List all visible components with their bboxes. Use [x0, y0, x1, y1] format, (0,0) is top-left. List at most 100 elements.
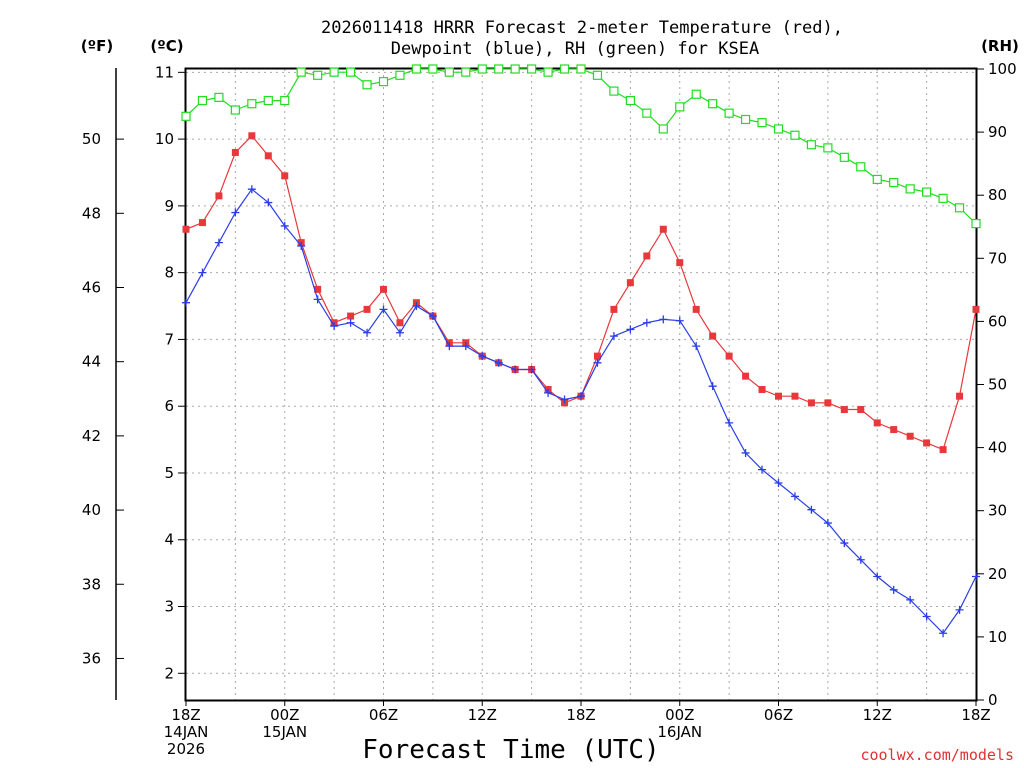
- temperature-point: [758, 386, 766, 394]
- rh-point: [494, 64, 504, 74]
- temperature-point: [857, 406, 865, 414]
- temperature-point: [676, 259, 684, 267]
- dewpoint-point: [297, 241, 306, 250]
- celsius-tick-label: 4: [164, 531, 174, 549]
- x-tick-label: 00Z: [665, 706, 694, 724]
- dewpoint-point: [708, 382, 717, 391]
- rh-point: [378, 77, 389, 87]
- fahrenheit-tick-label: 50: [82, 130, 101, 148]
- rh-point: [543, 67, 553, 77]
- rh-point: [642, 108, 652, 118]
- rh-tick-label: 0: [988, 691, 998, 709]
- fahrenheit-tick-label: 46: [82, 278, 101, 296]
- data-series: [181, 64, 981, 638]
- rh-point: [757, 118, 767, 128]
- fahrenheit-tick-label: 48: [82, 204, 101, 222]
- dewpoint-point: [823, 519, 832, 528]
- rh-point: [296, 67, 306, 77]
- rh-tick-label: 70: [988, 249, 1007, 267]
- dewpoint-point: [642, 318, 651, 327]
- dewpoint-point: [412, 302, 421, 311]
- dewpoint-point: [906, 595, 915, 604]
- fahrenheit-tick-label: 44: [82, 353, 101, 371]
- dewpoint-point: [758, 465, 767, 474]
- celsius-tick-label: 2: [164, 664, 174, 682]
- fahrenheit-tick-label: 40: [82, 501, 101, 519]
- dewpoint-point: [741, 448, 750, 457]
- rh-point: [313, 70, 323, 80]
- temperature-point: [396, 319, 404, 327]
- chart-title-line1: 2026011418 HRRR Forecast 2-meter Tempera…: [321, 18, 843, 38]
- temperature-point: [182, 225, 190, 233]
- dewpoint-point: [313, 295, 322, 304]
- celsius-tick-label: 5: [164, 464, 174, 482]
- rh-point: [214, 92, 224, 102]
- x-tick-label: 18Z: [171, 706, 200, 724]
- rh-point: [280, 95, 290, 106]
- rh-point: [247, 99, 257, 109]
- chart-title-line2: Dewpoint (blue), RH (green) for KSEA: [391, 39, 759, 59]
- temperature-point: [824, 399, 832, 407]
- dewpoint-point: [264, 198, 273, 207]
- dewpoint-point: [182, 298, 190, 307]
- temperature-point: [939, 446, 947, 454]
- rh-tick-label: 100: [988, 60, 1017, 78]
- rh-point: [345, 67, 356, 77]
- dewpoint-point: [873, 572, 882, 581]
- dewpoint-point: [445, 342, 454, 351]
- dewpoint-point: [511, 365, 520, 374]
- dewpoint-point: [972, 572, 980, 581]
- temperature-point: [198, 219, 206, 227]
- celsius-tick-label: 6: [164, 397, 174, 415]
- rh-point: [592, 70, 603, 80]
- rh-point: [823, 143, 833, 153]
- rh-point: [708, 99, 718, 109]
- temperature-point: [380, 285, 387, 293]
- dewpoint-point: [692, 342, 701, 351]
- dewpoint-point: [231, 208, 240, 217]
- rh-point: [922, 187, 932, 197]
- rh-point: [395, 70, 405, 80]
- rh-point: [444, 67, 454, 77]
- dewpoint-point: [609, 332, 618, 341]
- dewpoint-point: [560, 395, 569, 404]
- dewpoint-point: [626, 325, 635, 334]
- x-tick-label: 2026: [167, 740, 205, 758]
- rh-point: [428, 64, 438, 74]
- dewpoint-point: [198, 268, 207, 277]
- rh-point: [790, 130, 800, 140]
- temperature-point: [248, 132, 256, 140]
- fahrenheit-tick-label: 38: [82, 575, 101, 593]
- fahrenheit-tick-label: 42: [82, 427, 101, 445]
- dewpoint-point: [790, 492, 799, 501]
- rh-point: [971, 218, 981, 229]
- temperature-point: [807, 399, 815, 407]
- dewpoint-point: [494, 358, 503, 367]
- source-credit: coolwx.com/models: [860, 746, 1014, 764]
- temperature-point: [347, 312, 355, 320]
- dewpoint-point: [659, 315, 668, 324]
- rh-point: [839, 152, 849, 162]
- rh-point: [411, 64, 422, 74]
- temperature-point: [215, 192, 223, 200]
- rh-point: [230, 105, 240, 115]
- rh-point: [856, 162, 866, 172]
- rh-point: [362, 80, 372, 90]
- rh-line: [185, 68, 977, 225]
- temperature-point: [363, 305, 371, 313]
- rh-point: [527, 64, 537, 74]
- rh-point: [576, 64, 586, 74]
- rh-point: [329, 67, 339, 77]
- rh-point: [724, 108, 734, 118]
- dewpoint-point: [280, 221, 289, 230]
- celsius-unit-label: (ºC): [150, 37, 183, 55]
- rh-tick-label: 80: [988, 186, 1007, 204]
- temperature-point: [659, 225, 667, 233]
- dewpoint-point: [478, 352, 487, 361]
- rh-point: [954, 203, 965, 213]
- dewpoint-point: [675, 316, 684, 325]
- temperature-point: [626, 279, 634, 287]
- dewpoint-point: [544, 388, 553, 397]
- dewpoint-point: [577, 392, 585, 401]
